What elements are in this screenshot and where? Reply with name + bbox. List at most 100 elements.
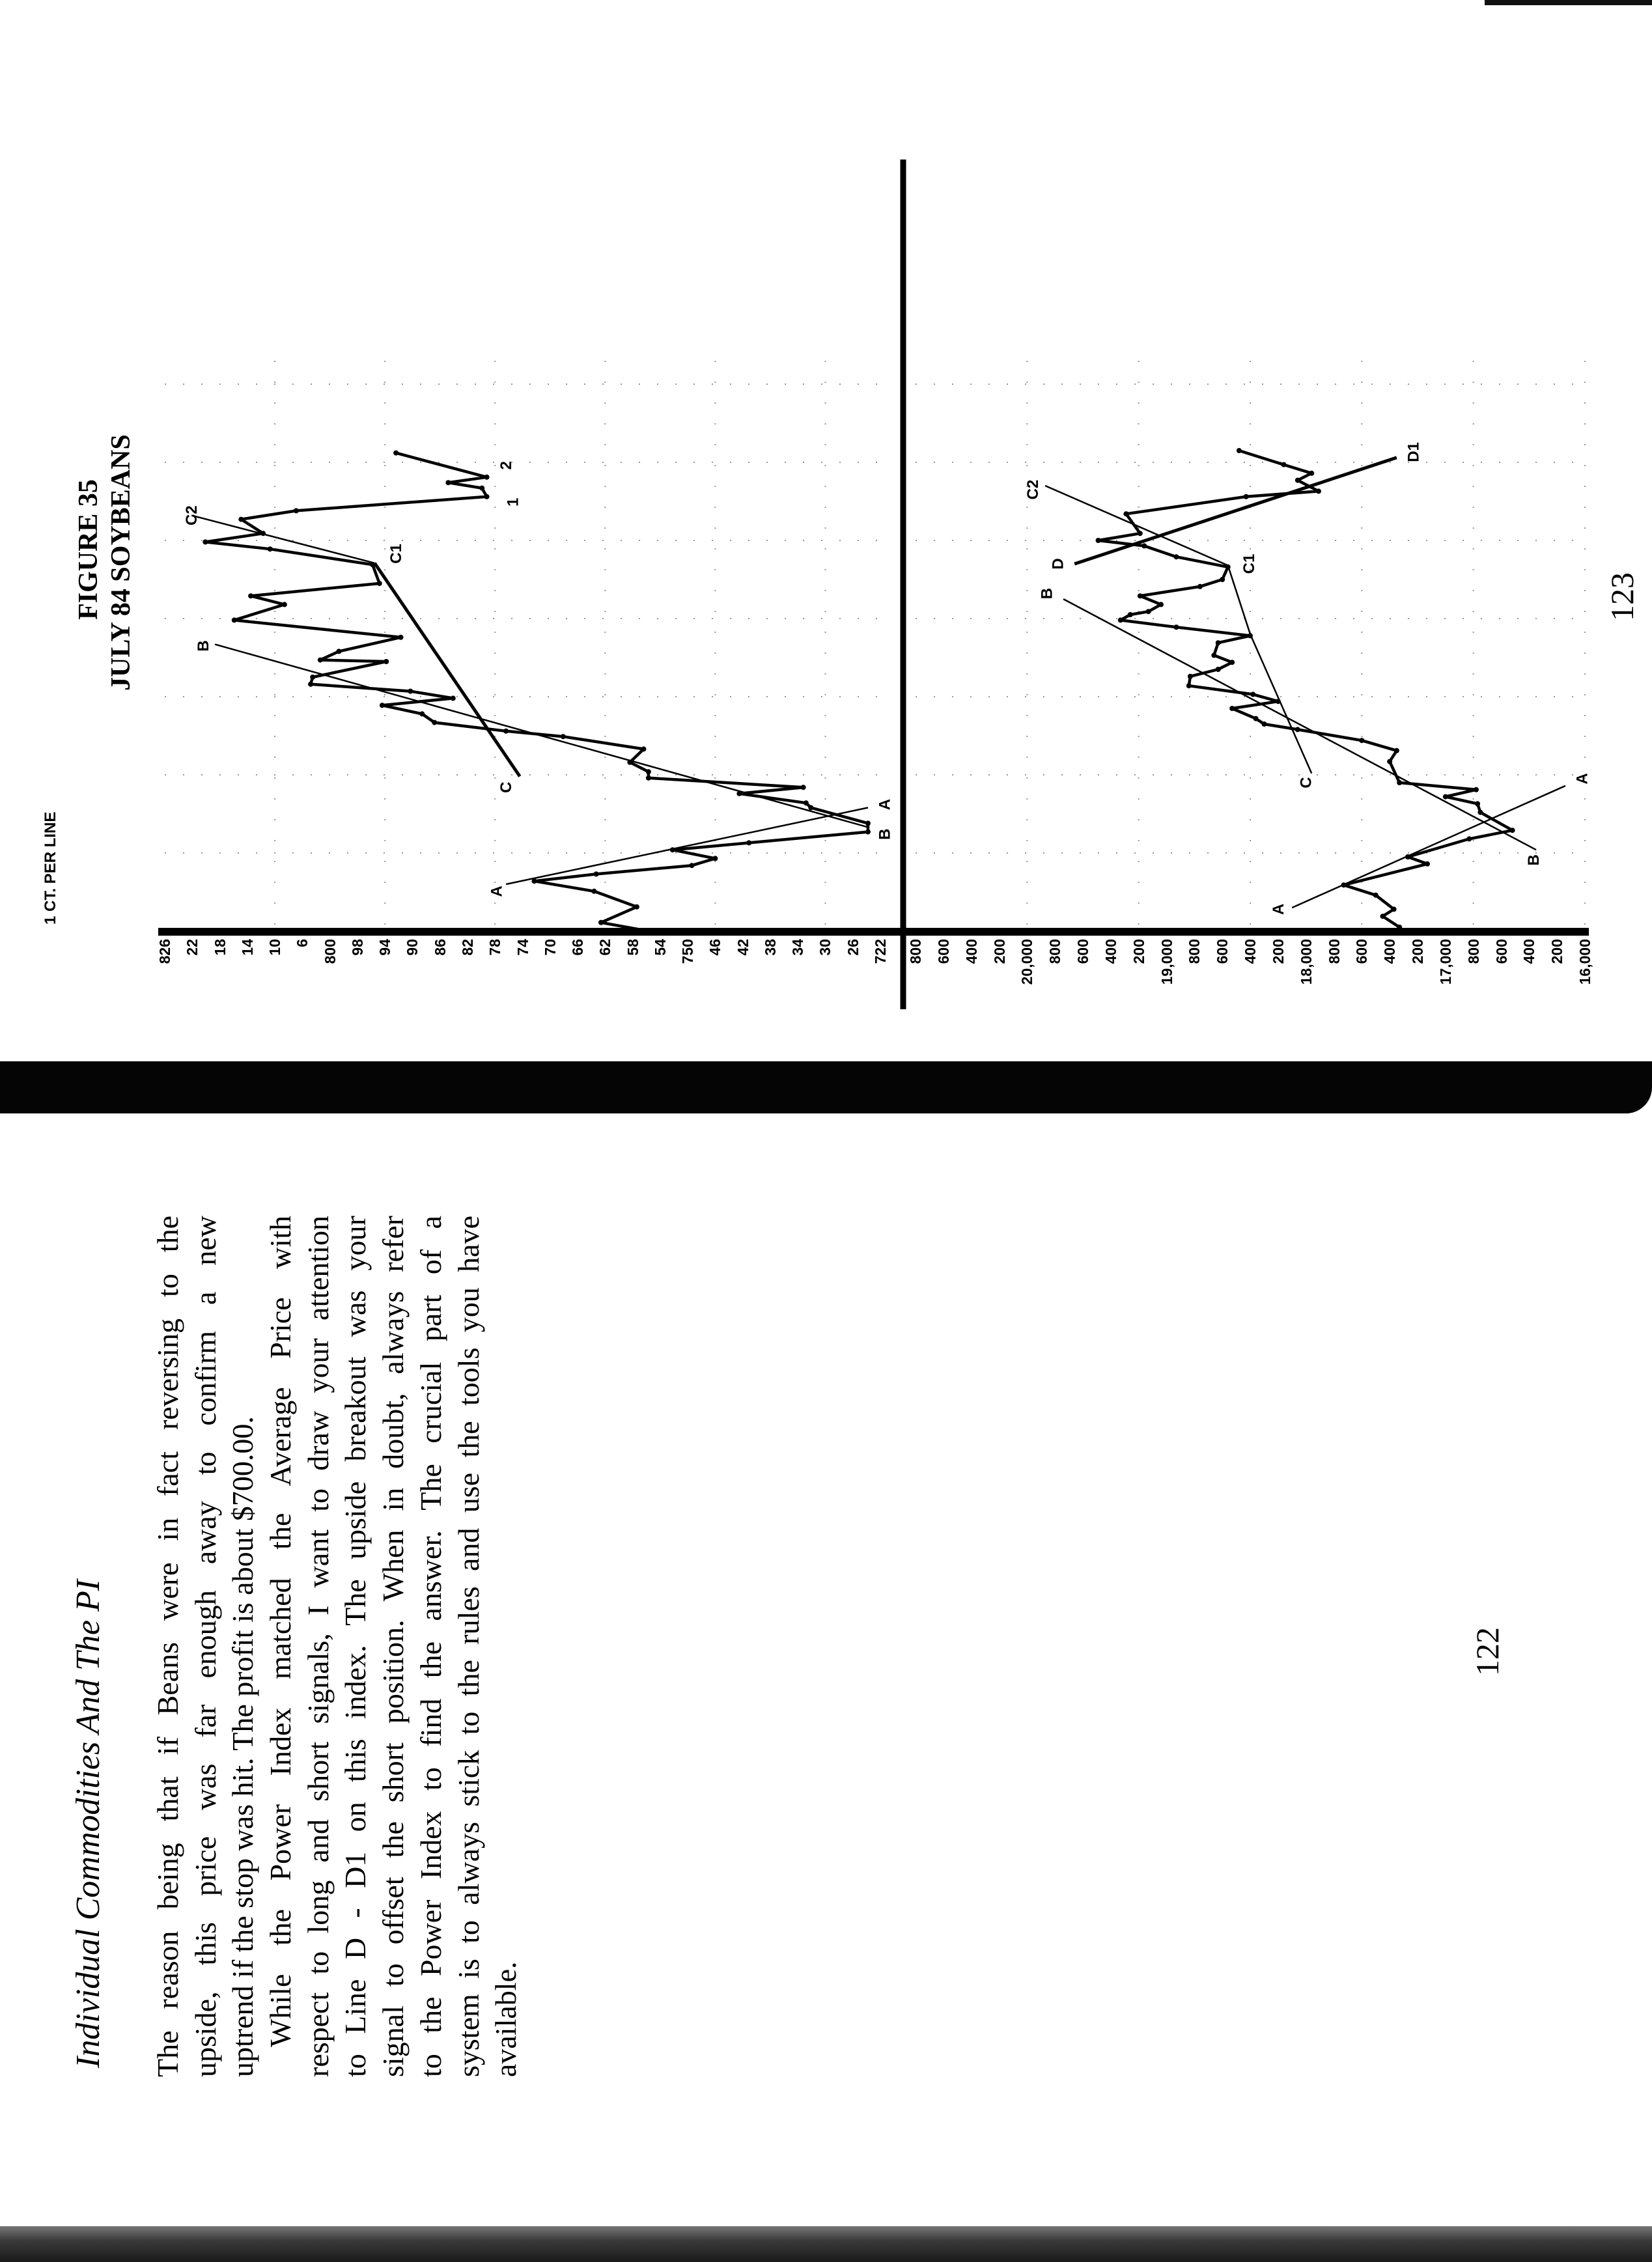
data-point — [1173, 624, 1179, 630]
trendline — [1227, 565, 1313, 774]
data-point — [1295, 727, 1300, 733]
annotation-label: C1 — [387, 544, 405, 564]
data-point — [645, 769, 651, 775]
data-point — [1466, 836, 1472, 842]
data-point — [1250, 691, 1256, 697]
data-point — [1229, 660, 1235, 665]
data-point — [803, 800, 809, 806]
data-point — [1387, 759, 1393, 764]
data-point — [419, 711, 425, 717]
data-point — [281, 602, 287, 607]
data-point — [808, 805, 814, 811]
data-point — [1253, 716, 1259, 721]
data-point — [1380, 914, 1386, 919]
data-point — [1123, 511, 1129, 517]
data-point — [393, 450, 399, 456]
data-point — [379, 703, 385, 708]
annotation-label: C2 — [183, 505, 201, 525]
data-point — [1173, 554, 1179, 560]
data-point — [1243, 494, 1249, 499]
trendline — [1044, 484, 1229, 566]
data-point — [479, 485, 485, 491]
data-point — [1509, 828, 1515, 833]
data-point — [1197, 583, 1203, 589]
price-series-line — [204, 451, 870, 933]
data-point — [1477, 809, 1483, 815]
data-point — [1137, 531, 1143, 537]
data-point — [1397, 780, 1403, 785]
annotation-label: C — [1298, 777, 1315, 788]
data-point — [484, 494, 490, 499]
data-point — [450, 695, 456, 701]
data-point — [1281, 462, 1287, 468]
data-point — [1473, 787, 1479, 792]
data-point — [1236, 448, 1242, 453]
data-point — [598, 919, 604, 925]
data-point — [1261, 721, 1267, 727]
annotation-label: 2 — [497, 461, 515, 469]
data-point — [445, 480, 451, 486]
data-point — [1220, 577, 1225, 582]
data-point — [293, 508, 299, 514]
annotation-label: B — [1038, 588, 1056, 599]
data-point — [267, 546, 273, 552]
grid — [165, 341, 1586, 925]
data-point — [1248, 633, 1253, 639]
data-point — [1405, 854, 1411, 859]
data-point — [1341, 882, 1347, 888]
data-point — [1393, 747, 1399, 753]
data-point — [248, 593, 254, 599]
annotation-label: C — [497, 782, 515, 793]
data-point — [531, 878, 537, 884]
chart-marks: A A B B C C1 C2 1 2 A A B B C C1 C2 D D1 — [183, 442, 1591, 934]
trendline — [1291, 785, 1566, 909]
data-point — [1442, 794, 1448, 800]
data-point — [432, 719, 438, 725]
data-point — [1359, 738, 1365, 744]
data-point — [669, 847, 675, 853]
annotation-label: D — [1049, 558, 1067, 569]
annotation-label: B — [195, 640, 212, 651]
trendline — [373, 562, 522, 777]
data-point — [1315, 488, 1321, 494]
annotation-label: D1 — [1405, 442, 1423, 462]
data-point — [1187, 673, 1193, 679]
data-point — [238, 516, 244, 522]
data-point — [1424, 861, 1430, 867]
annotation-label: A — [488, 886, 505, 897]
data-point — [1475, 801, 1481, 807]
data-point — [1397, 925, 1403, 930]
data-point — [336, 649, 342, 654]
data-point — [746, 840, 752, 846]
price-series-line — [1097, 449, 1514, 929]
data-point — [1225, 564, 1231, 570]
data-point — [1095, 538, 1101, 543]
annotation-label: 1 — [505, 498, 522, 507]
data-point — [376, 581, 382, 586]
data-point — [310, 675, 316, 680]
annotation-label: C2 — [1024, 480, 1042, 500]
trendline — [1074, 456, 1397, 566]
data-point — [634, 904, 639, 910]
data-point — [689, 863, 695, 869]
data-point — [1145, 609, 1151, 615]
data-point — [408, 688, 413, 694]
data-point — [317, 657, 323, 663]
data-point — [591, 888, 597, 894]
data-point — [370, 562, 376, 568]
trendline — [505, 807, 869, 886]
data-point — [384, 659, 389, 664]
data-point — [593, 871, 599, 877]
data-point — [1158, 602, 1164, 607]
data-point — [736, 790, 742, 796]
data-point — [398, 634, 404, 640]
data-point — [1215, 640, 1221, 646]
data-point — [712, 856, 718, 861]
annotation-label: A — [1574, 773, 1591, 784]
data-point — [1215, 667, 1221, 672]
annotation-label: B — [1525, 854, 1543, 865]
data-point — [203, 539, 208, 545]
data-point — [1295, 477, 1300, 483]
